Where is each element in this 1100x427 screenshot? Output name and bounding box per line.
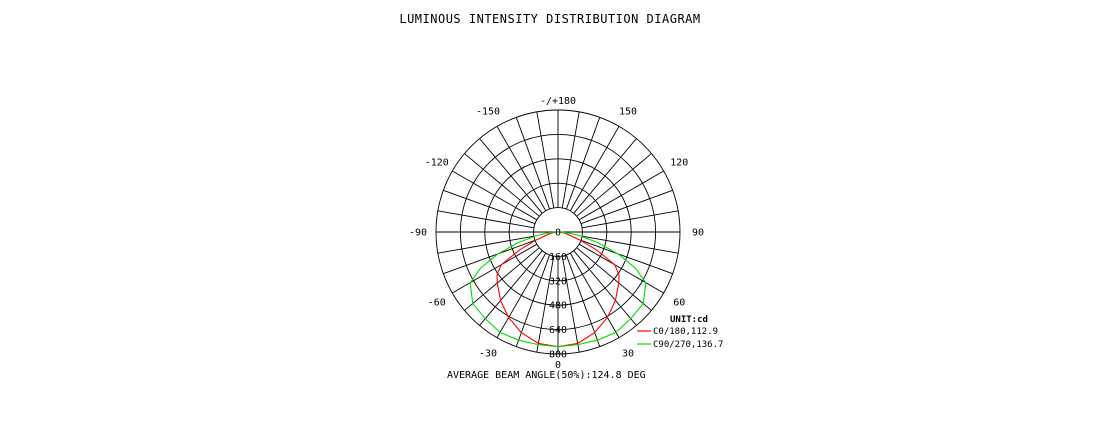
grid-spoke-60	[578, 243, 664, 294]
grid-spoke-250	[443, 189, 536, 225]
angle-label-90: 90	[692, 228, 704, 239]
angle-label-60: 60	[673, 298, 685, 309]
angle-label-180: -/+180	[540, 96, 576, 107]
grid-spoke-280	[437, 235, 535, 254]
angle-label-120: 120	[670, 158, 688, 169]
grid-spoke-190	[536, 111, 555, 209]
radial-tick-label-320: 320	[549, 276, 567, 287]
grid-spoke-350	[536, 255, 555, 353]
legend-entry-2: C90/270,136.7	[653, 340, 723, 350]
grid-spoke-40	[573, 250, 637, 326]
grid-spoke-150	[569, 126, 620, 212]
grid-spoke-330	[496, 252, 547, 338]
grid-spoke-200	[515, 117, 551, 210]
grid-spoke-130	[576, 153, 652, 217]
grid-spoke-220	[479, 138, 543, 214]
unit-label: UNIT:cd	[670, 315, 708, 325]
grid-spoke-30	[569, 252, 620, 338]
grid-spoke-140	[573, 138, 637, 214]
grid-spoke-110	[580, 189, 673, 225]
angle-label--150: -150	[476, 106, 500, 117]
grid-spoke-240	[452, 170, 538, 221]
legend-entry-1: C0/180,112.9	[653, 327, 718, 337]
grid-spoke-300	[452, 243, 538, 294]
angle-label-30: 30	[622, 349, 634, 360]
grid-spoke-100	[581, 210, 679, 229]
grid-spoke-340	[515, 254, 551, 347]
grid-spoke-10	[561, 255, 580, 353]
grid-spoke-230	[464, 153, 540, 217]
grid-spoke-310	[464, 247, 540, 311]
radial-tick-label-160: 160	[549, 252, 567, 263]
grid-spoke-210	[496, 126, 547, 212]
grid-spoke-120	[578, 170, 664, 221]
grid-spoke-170	[561, 111, 580, 209]
grid-spoke-70	[580, 239, 673, 275]
grid-spoke-160	[565, 117, 601, 210]
angle-label--90: -90	[409, 228, 427, 239]
radial-tick-label-480: 480	[549, 301, 567, 312]
series-line-2	[469, 231, 647, 348]
angle-label--60: -60	[428, 298, 446, 309]
radial-tick-label-0: 0	[555, 228, 561, 239]
grid-spoke-260	[437, 210, 535, 229]
grid-spoke-50	[576, 247, 652, 311]
beam-angle-caption: AVERAGE BEAM ANGLE(50%):124.8 DEG	[447, 370, 646, 381]
radial-tick-label-800: 800	[549, 350, 567, 361]
angle-label-0: 0	[555, 360, 561, 371]
angle-label--120: -120	[425, 158, 449, 169]
grid-spoke-320	[479, 250, 543, 326]
angle-label-150: 150	[619, 106, 637, 117]
grid-spoke-20	[565, 254, 601, 347]
chart-title: LUMINOUS INTENSITY DISTRIBUTION DIAGRAM	[399, 12, 701, 26]
grid-spoke-80	[581, 235, 679, 254]
angle-label--30: -30	[479, 349, 497, 360]
grid-spoke-290	[443, 239, 536, 275]
radial-tick-label-640: 640	[549, 325, 567, 336]
